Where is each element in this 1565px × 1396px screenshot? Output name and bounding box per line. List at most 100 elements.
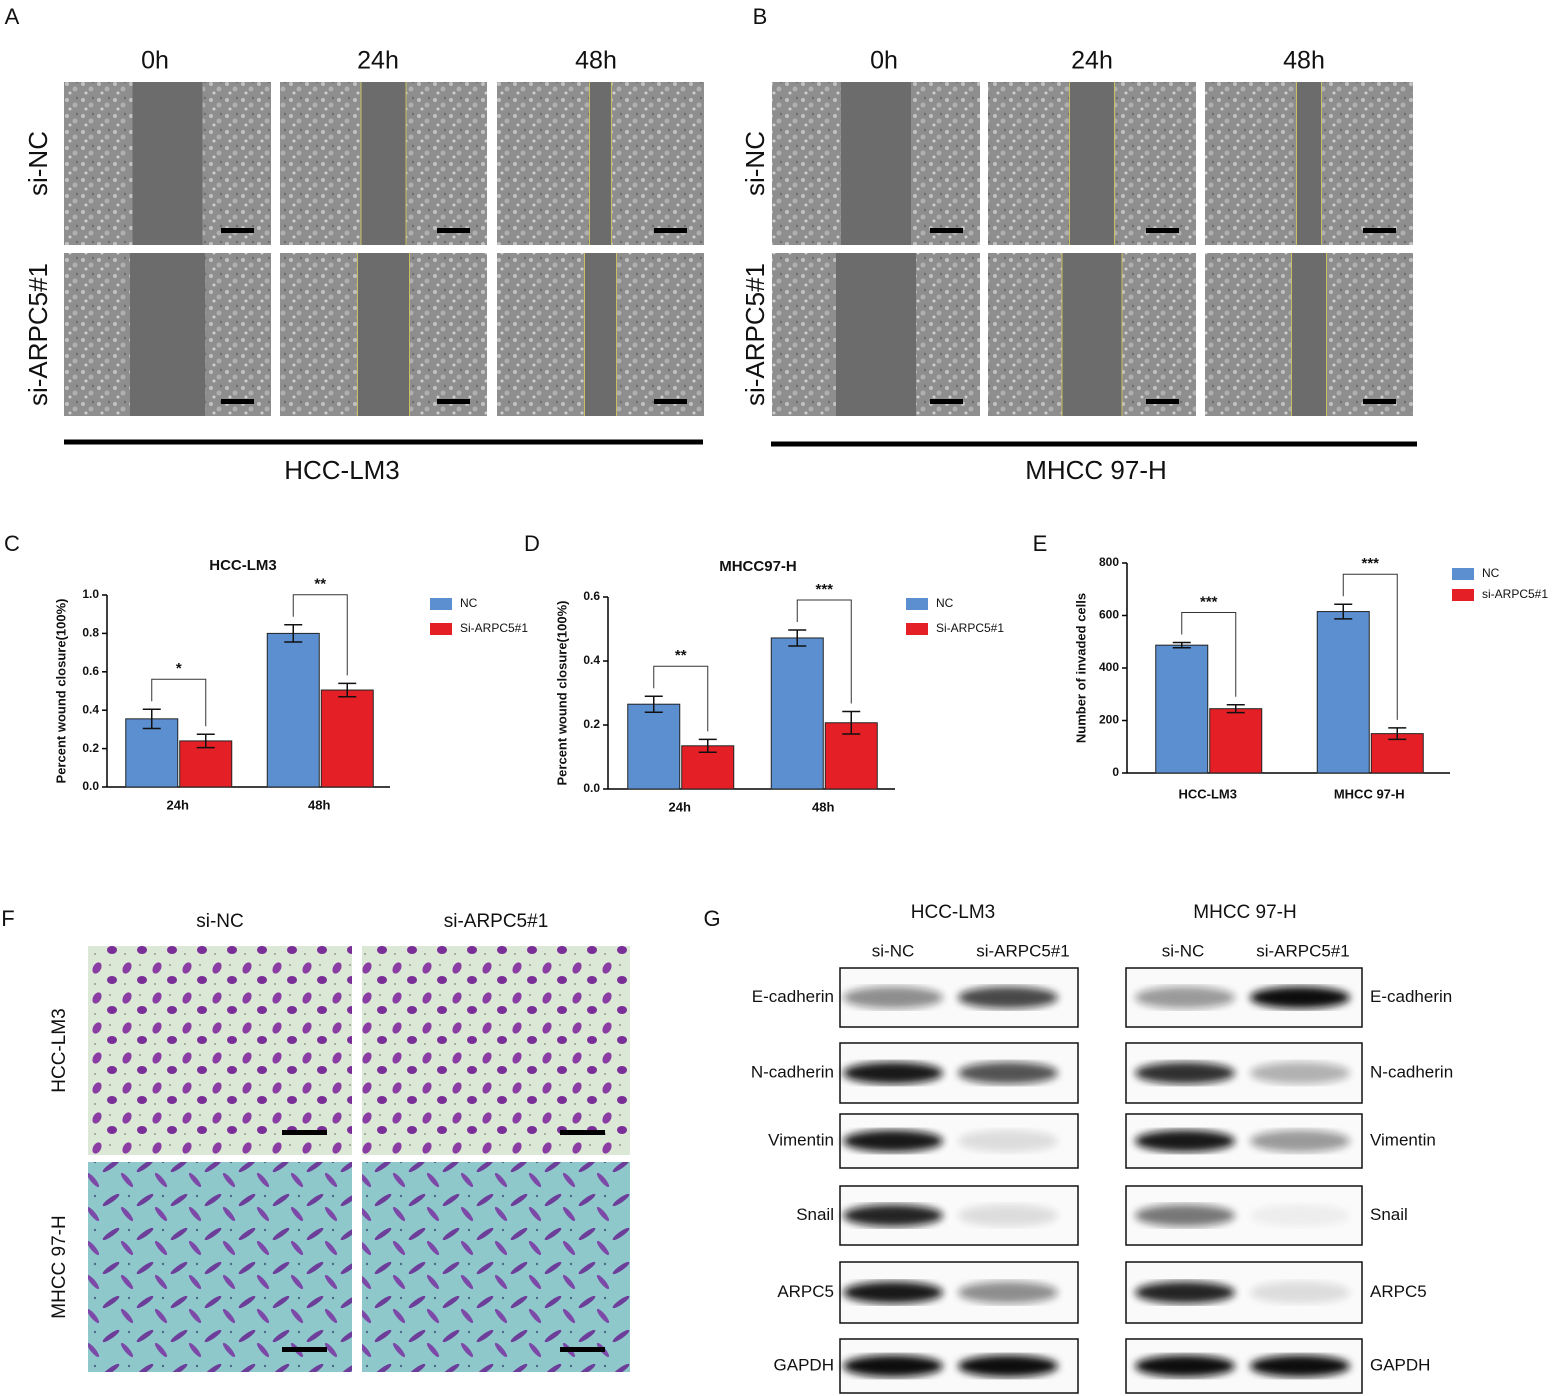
legend-label: Si-ARPC5#1 xyxy=(460,621,528,635)
blot-band xyxy=(1135,1355,1235,1377)
legend-swatch xyxy=(430,598,452,610)
y-tick-label: 1.0 xyxy=(82,587,99,601)
wound-gap xyxy=(1069,82,1115,245)
y-tick-label: 600 xyxy=(1099,608,1119,622)
significance-label: * xyxy=(176,660,182,677)
protein-label: N-cadherin xyxy=(1370,1062,1453,1081)
group-label: si-ARPC5#1 xyxy=(740,263,770,406)
y-axis-label: Number of invaded cells xyxy=(1073,593,1088,743)
group-label: si-NC xyxy=(23,131,53,196)
y-tick-label: 0.6 xyxy=(82,664,99,678)
blot-band xyxy=(1250,1130,1350,1152)
bar xyxy=(1316,611,1370,774)
blot-band xyxy=(843,1130,943,1152)
x-tick-label: HCC-LM3 xyxy=(1179,786,1238,801)
y-tick-label: 0.4 xyxy=(583,653,600,667)
panel-label: E xyxy=(1033,531,1048,556)
scale-bar xyxy=(1146,228,1179,233)
panel-label: B xyxy=(753,4,768,29)
cell-line-label: HCC-LM3 xyxy=(49,1008,70,1092)
legend-label: NC xyxy=(460,596,478,610)
legend-swatch xyxy=(906,623,928,635)
significance-bracket xyxy=(151,678,207,727)
scale-bar xyxy=(930,399,963,404)
bar xyxy=(1155,644,1209,774)
significance-label: *** xyxy=(815,581,833,598)
blot-band xyxy=(958,1204,1058,1227)
scale-bar xyxy=(437,399,470,404)
wound-gap xyxy=(361,82,406,245)
y-tick-label: 0 xyxy=(1112,765,1119,779)
bar xyxy=(1370,733,1424,774)
panel-label: G xyxy=(703,906,720,931)
protein-label: E-cadherin xyxy=(752,987,834,1006)
y-tick-label: 0.8 xyxy=(82,626,99,640)
group-label: si-NC xyxy=(740,131,770,196)
significance-bracket xyxy=(1181,612,1237,697)
protein-label: GAPDH xyxy=(1370,1355,1430,1374)
lane-label: si-NC xyxy=(872,941,915,960)
scale-bar xyxy=(1363,228,1396,233)
significance-bracket xyxy=(653,665,709,732)
blot-band xyxy=(1135,1062,1235,1084)
blot-band xyxy=(1250,1062,1350,1084)
blot-band xyxy=(1135,986,1235,1009)
y-tick-label: 0.2 xyxy=(583,717,600,731)
blot-band xyxy=(1250,986,1350,1009)
blot-band xyxy=(843,1355,943,1377)
blot-band xyxy=(843,986,943,1009)
x-tick-label: 24h xyxy=(669,799,691,814)
panel-label: F xyxy=(1,906,14,931)
chart-title: MHCC97-H xyxy=(719,558,797,575)
panel-label: A xyxy=(5,4,20,29)
lane-label: si-ARPC5#1 xyxy=(976,941,1070,960)
blot-band xyxy=(958,1355,1058,1377)
chart-title: HCC-LM3 xyxy=(209,557,277,574)
wound-gap xyxy=(589,82,612,245)
protein-label: ARPC5 xyxy=(1370,1282,1427,1301)
scale-bar xyxy=(1146,399,1179,404)
blot-band xyxy=(1250,1281,1350,1304)
blot-band xyxy=(1250,1355,1350,1377)
legend-label: NC xyxy=(1482,566,1500,580)
y-tick-label: 0.0 xyxy=(583,781,600,795)
blot-band xyxy=(1135,1281,1235,1304)
bar xyxy=(627,703,681,790)
cell-line-label: HCC-LM3 xyxy=(284,455,400,485)
timepoint-label: 24h xyxy=(357,47,399,75)
scale-bar xyxy=(221,228,254,233)
y-tick-label: 0.6 xyxy=(583,589,600,603)
group-label: si-ARPC5#1 xyxy=(23,263,53,406)
bar xyxy=(266,632,320,788)
timepoint-label: 24h xyxy=(1071,47,1113,75)
protein-label: ARPC5 xyxy=(777,1282,834,1301)
bar xyxy=(125,718,179,788)
y-tick-label: 400 xyxy=(1099,660,1119,674)
x-tick-label: 24h xyxy=(167,797,189,812)
timepoint-label: 0h xyxy=(870,47,898,75)
significance-bracket xyxy=(292,594,348,676)
significance-bracket xyxy=(1342,573,1398,720)
protein-label: Snail xyxy=(1370,1205,1408,1224)
timepoint-label: 0h xyxy=(141,47,169,75)
scale-bar xyxy=(282,1347,327,1352)
blot-band xyxy=(843,1281,943,1304)
cell-line-label: HCC-LM3 xyxy=(911,902,995,923)
blot-band xyxy=(843,1204,943,1227)
significance-label: *** xyxy=(1361,555,1379,572)
wound-gap xyxy=(584,253,617,416)
transwell-image xyxy=(362,1162,630,1372)
y-tick-label: 0.2 xyxy=(82,741,99,755)
protein-label: Vimentin xyxy=(768,1130,834,1149)
transwell-image xyxy=(88,946,352,1155)
scale-bar xyxy=(560,1347,605,1352)
blot-band xyxy=(1135,1204,1235,1227)
significance-bracket xyxy=(796,599,852,704)
legend-swatch xyxy=(906,598,928,610)
panel-label: C xyxy=(4,531,20,556)
wound-gap xyxy=(1291,253,1327,416)
bar xyxy=(1209,708,1263,774)
blot-band xyxy=(958,986,1058,1009)
protein-label: Vimentin xyxy=(1370,1130,1436,1149)
